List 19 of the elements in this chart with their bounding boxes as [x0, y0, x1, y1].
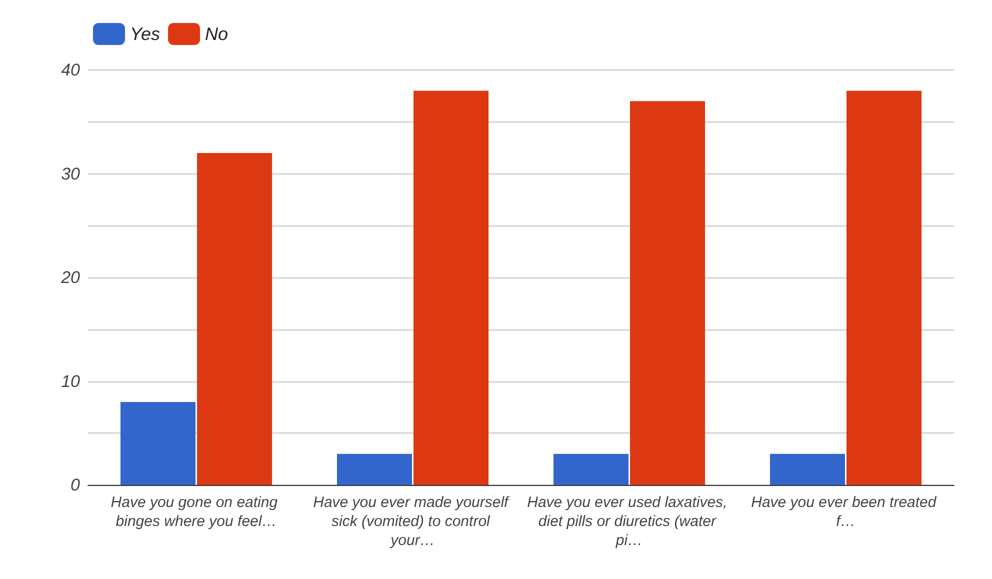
- y-tick-label: 40: [61, 60, 81, 80]
- legend-label: Yes: [130, 24, 160, 44]
- bar: [770, 454, 845, 485]
- y-tick-label: 0: [70, 476, 81, 494]
- bar: [414, 90, 489, 485]
- x-tick-label: Have you ever made yourself sick (vomited) to control your…: [313, 494, 512, 549]
- y-tick-label: 10: [61, 372, 81, 391]
- legend-label: No: [205, 24, 228, 44]
- x-tick-label: Have you ever been treated f…: [751, 494, 940, 530]
- bar: [630, 101, 706, 485]
- x-tick-label: Have you gone on eating binges where you feel…: [110, 494, 282, 530]
- y-tick-label: 30: [61, 164, 81, 184]
- bar: [846, 90, 922, 485]
- bar: [197, 153, 272, 485]
- bar: [553, 454, 628, 485]
- y-tick-label: 20: [60, 268, 81, 287]
- bar: [336, 454, 412, 485]
- x-tick-label: Have you ever used laxatives, diet pills or diuretics (water pi…: [527, 494, 732, 549]
- bar: [120, 402, 196, 485]
